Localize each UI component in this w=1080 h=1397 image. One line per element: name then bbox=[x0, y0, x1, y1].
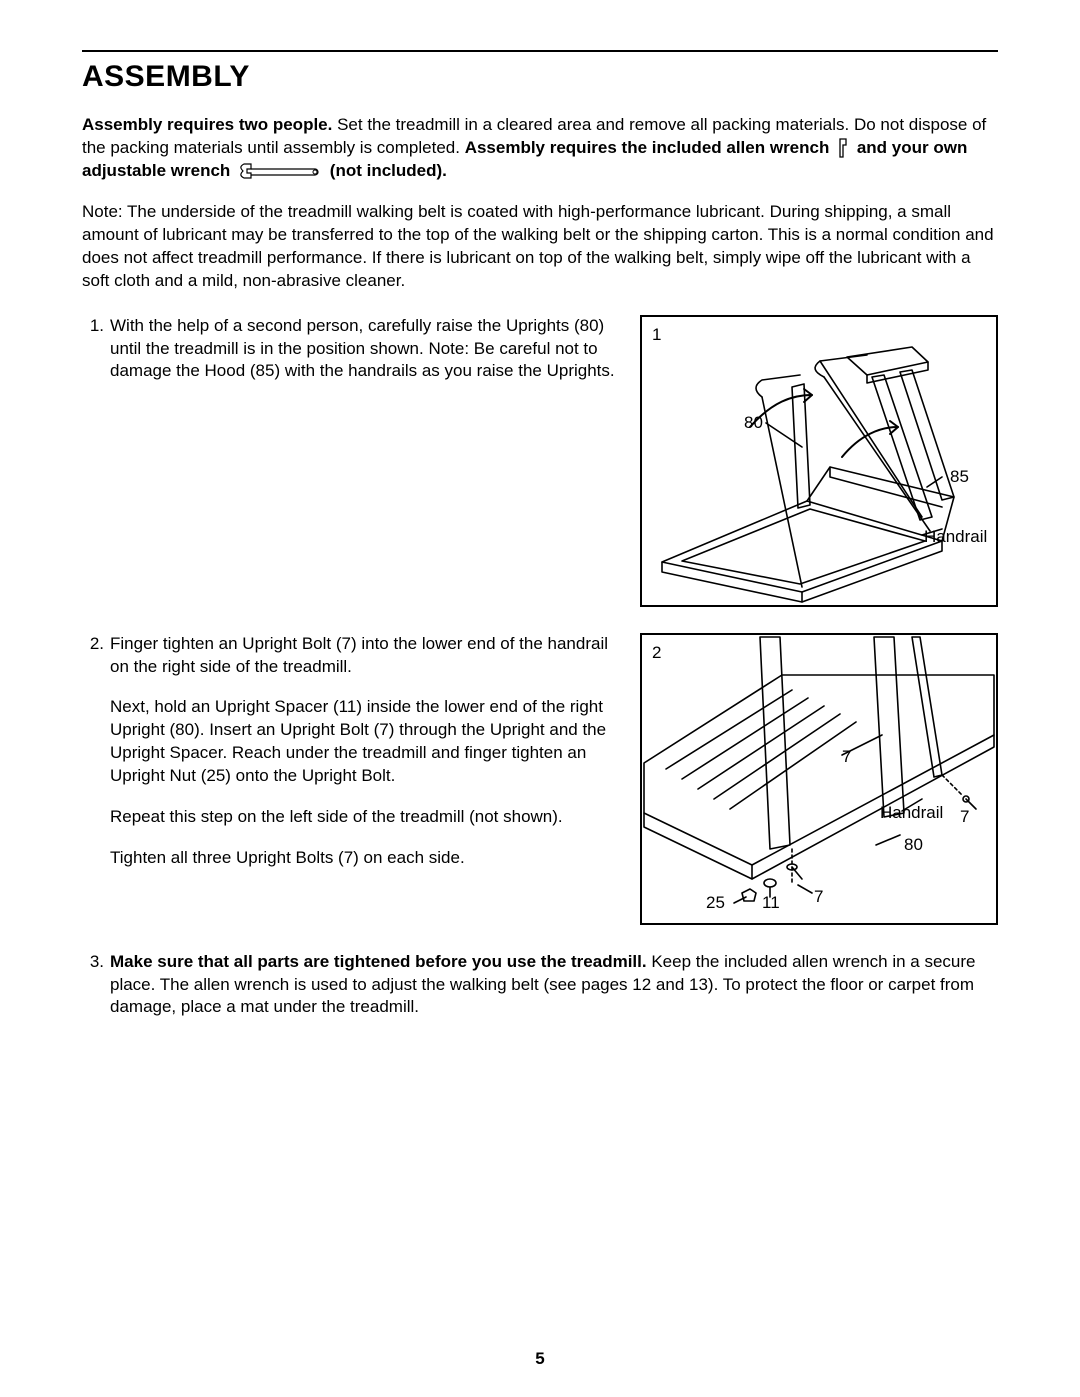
fig1-label-handrail: Handrail bbox=[924, 527, 987, 547]
step-1-p1: With the help of a second person, carefu… bbox=[110, 315, 616, 384]
step-2-row: 2. Finger tighten an Upright Bolt (7) in… bbox=[82, 633, 998, 925]
intro-paragraph: Assembly requires two people. Set the tr… bbox=[82, 114, 998, 183]
fig2-label-7c: 7 bbox=[814, 887, 823, 907]
allen-wrench-icon bbox=[836, 137, 850, 159]
figure-1-drawing bbox=[642, 317, 996, 605]
top-rule bbox=[82, 50, 998, 52]
fig2-label-11: 11 bbox=[762, 893, 780, 913]
step-2-p4: Tighten all three Upright Bolts (7) on e… bbox=[110, 847, 616, 870]
section-title: ASSEMBLY bbox=[82, 60, 998, 94]
fig1-label-80: 80 bbox=[744, 413, 763, 433]
intro-bold-4: (not included). bbox=[330, 161, 447, 180]
figure-2: 2 bbox=[640, 633, 998, 925]
step-2-number: 2. bbox=[82, 633, 110, 871]
page: ASSEMBLY Assembly requires two people. S… bbox=[0, 0, 1080, 1397]
step-2-p1: Finger tighten an Upright Bolt (7) into … bbox=[110, 633, 616, 679]
fig2-label-80: 80 bbox=[904, 835, 923, 855]
step-3-row: 3. Make sure that all parts are tightene… bbox=[82, 951, 998, 1020]
fig2-label-handrail: Handrail bbox=[880, 803, 943, 823]
figure-2-number: 2 bbox=[652, 643, 661, 663]
figure-1-number: 1 bbox=[652, 325, 661, 345]
step-2-body: Finger tighten an Upright Bolt (7) into … bbox=[110, 633, 616, 871]
step-2-text: 2. Finger tighten an Upright Bolt (7) in… bbox=[82, 633, 616, 871]
fig2-label-25: 25 bbox=[706, 893, 725, 913]
step-1-number: 1. bbox=[82, 315, 110, 384]
intro-bold-1: Assembly requires two people. bbox=[82, 115, 332, 134]
figure-1: 1 bbox=[640, 315, 998, 607]
page-number: 5 bbox=[0, 1349, 1080, 1369]
step-1-body: With the help of a second person, carefu… bbox=[110, 315, 616, 384]
step-3-number: 3. bbox=[82, 951, 110, 1020]
intro-bold-2: Assembly requires the included allen wre… bbox=[465, 138, 830, 157]
lubricant-note: Note: The underside of the treadmill wal… bbox=[82, 201, 998, 293]
step-1-text: 1. With the help of a second person, car… bbox=[82, 315, 616, 384]
step-2-p2: Next, hold an Upright Spacer (11) inside… bbox=[110, 696, 616, 788]
figure-2-drawing bbox=[642, 635, 996, 923]
step-2-p3: Repeat this step on the left side of the… bbox=[110, 806, 616, 829]
step-3-body: Make sure that all parts are tightened b… bbox=[110, 951, 998, 1020]
adjustable-wrench-icon bbox=[237, 161, 323, 181]
fig2-label-7a: 7 bbox=[842, 747, 851, 767]
step-3-bold: Make sure that all parts are tightened b… bbox=[110, 952, 647, 971]
fig1-label-85: 85 bbox=[950, 467, 969, 487]
step-1-row: 1. With the help of a second person, car… bbox=[82, 315, 998, 607]
fig2-label-7b: 7 bbox=[960, 807, 969, 827]
